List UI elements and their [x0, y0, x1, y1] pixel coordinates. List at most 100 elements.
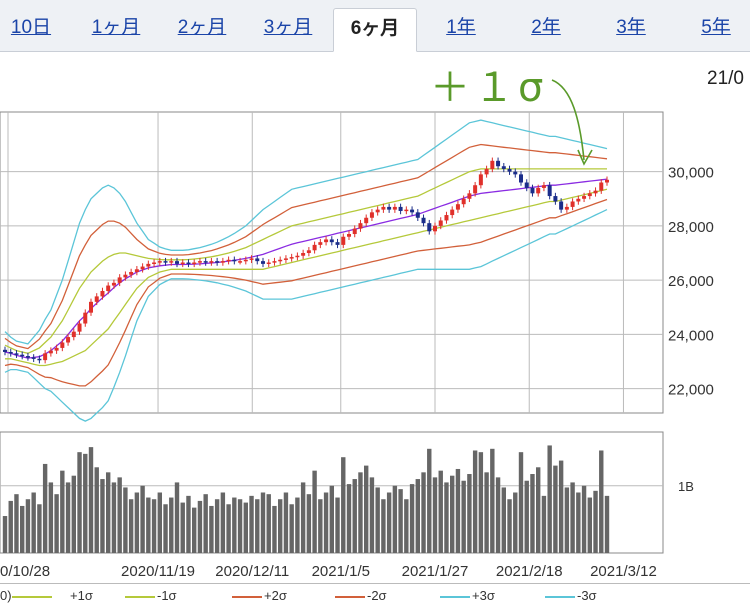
tab-10d[interactable]: 10日: [10, 17, 52, 38]
volume-bar: [283, 492, 289, 553]
candle-body: [261, 261, 265, 264]
candle-body: [306, 250, 311, 254]
volume-bar: [341, 457, 346, 553]
header-date: 21/0: [707, 68, 744, 89]
plus-one-sigma-annotation: ＋１σ: [430, 65, 548, 111]
candle-body: [421, 217, 426, 224]
candle-body: [519, 174, 523, 183]
candle-body: [541, 185, 546, 188]
price-tick-label: 26,000: [668, 273, 714, 290]
candle-body: [536, 187, 541, 194]
tab-5y[interactable]: 5年: [701, 17, 731, 38]
volume-bar: [455, 468, 461, 553]
candle-body: [461, 198, 466, 205]
candle-body: [501, 166, 506, 169]
volume-bar: [209, 505, 214, 553]
candle-body: [77, 323, 82, 332]
volume-bar: [169, 497, 174, 553]
volume-bar: [547, 445, 552, 553]
volume-bar: [490, 448, 495, 553]
volume-bar: [484, 472, 489, 553]
volume-bar: [581, 485, 587, 553]
volume-bar: [20, 505, 25, 553]
candle-body: [272, 261, 277, 263]
candle-body: [71, 331, 76, 338]
volume-bar: [232, 497, 237, 553]
volume-bar: [306, 494, 312, 553]
candle-body: [358, 223, 363, 229]
price-tick-label: 22,000: [668, 382, 714, 399]
candle-body: [404, 209, 409, 212]
volume-bar: [31, 492, 36, 553]
candle-body: [289, 257, 294, 259]
candle-body: [450, 209, 455, 216]
candle-body: [243, 259, 248, 262]
tab-3y[interactable]: 3年: [616, 17, 646, 38]
volume-bar: [151, 499, 157, 553]
candle-body: [369, 212, 374, 218]
volume-bar: [300, 482, 306, 553]
tab-2m[interactable]: 2ヶ月: [177, 17, 227, 38]
candle-body: [427, 223, 432, 232]
volume-bar: [295, 497, 300, 553]
volume-bar: [570, 482, 575, 553]
annotation-arrow: [551, 79, 585, 161]
volume-bar: [123, 487, 128, 553]
volume-bar: [214, 499, 220, 553]
volume-bar: [237, 499, 243, 553]
candle-body: [43, 353, 48, 361]
candle-body: [226, 259, 231, 262]
candle-body: [255, 258, 260, 262]
tab-3m[interactable]: 3ヶ月: [263, 17, 313, 38]
volume-bar: [495, 477, 501, 553]
volume-bar: [249, 495, 254, 553]
candle-body: [507, 168, 512, 172]
volume-bar: [335, 497, 340, 553]
candle-body: [587, 193, 592, 197]
volume-bar: [65, 482, 71, 553]
tab-2y[interactable]: 2年: [531, 17, 561, 38]
candle-body: [295, 255, 300, 258]
candle-body: [209, 261, 214, 263]
tab-1m[interactable]: 1ヶ月: [91, 17, 141, 38]
candle-body: [364, 217, 369, 224]
volume-bar: [398, 489, 403, 553]
candle-body: [324, 239, 329, 243]
candle-body: [192, 262, 197, 264]
volume-bar: [60, 470, 65, 553]
chart-legend: 0) +1σ -1σ +2σ -2σ +3σ -3σ: [0, 583, 750, 616]
tab-1y[interactable]: 1年: [446, 17, 476, 38]
volume-bar: [558, 460, 564, 553]
candle-body: [433, 225, 437, 232]
band-minus1: [5, 188, 608, 367]
volume-bar: [203, 494, 208, 553]
volume-bar: [94, 467, 99, 553]
volume-bar: [54, 494, 59, 553]
band-plus2: [4, 143, 608, 350]
volume-bar: [42, 463, 48, 553]
candle-body: [559, 201, 564, 210]
candle-body: [278, 259, 283, 262]
volume-bar: [106, 472, 111, 553]
candle-body: [381, 206, 386, 210]
candle-body: [392, 206, 397, 210]
time-tick-label: 2020/11/19: [121, 563, 195, 580]
volume-bar: [163, 504, 168, 553]
volume-bar: [472, 450, 478, 553]
candle-body: [605, 179, 609, 183]
candle-body: [410, 209, 415, 213]
volume-bar: [501, 487, 506, 553]
candle-body: [335, 242, 340, 245]
volume-bar: [593, 490, 598, 553]
candle-body: [478, 174, 483, 186]
volume-bar: [48, 482, 54, 553]
candle-body: [341, 236, 346, 245]
time-tick-label: 2021/1/27: [402, 563, 469, 580]
volume-bar: [83, 453, 88, 553]
volume-tick-label: 1B: [678, 479, 694, 494]
volume-bar: [260, 492, 266, 553]
volume-bar: [421, 472, 426, 553]
tab-6m[interactable]: 6ヶ月: [333, 8, 417, 52]
volume-bar: [392, 485, 398, 553]
volume-bar: [409, 484, 415, 553]
